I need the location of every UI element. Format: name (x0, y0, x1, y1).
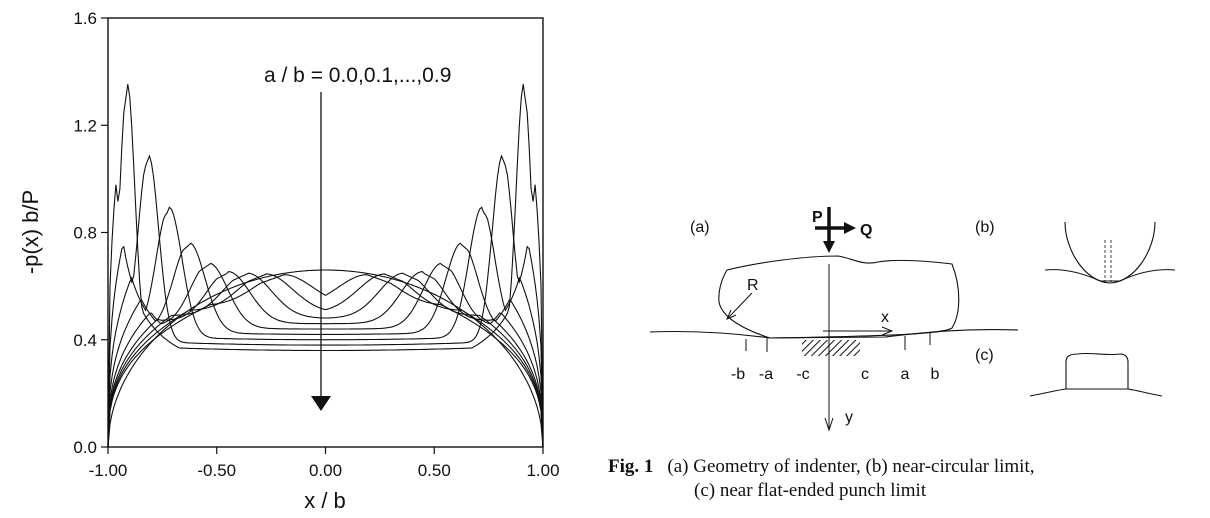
y-tick-label: 1.2 (73, 116, 97, 135)
pressure-curve-a-0-6 (107, 242, 544, 448)
y-axis-label: -p(x) b/P (18, 190, 43, 274)
pressure-curve-a-0-5 (107, 262, 544, 448)
y-tick-label: 0.0 (73, 438, 97, 457)
position-ticks (745, 333, 931, 352)
marker-minus-c: -c (796, 366, 809, 383)
axis-ticks: -1.00 -0.50 0.00 0.50 1.00 0.0 0.4 0.8 1.2 1.6 (73, 9, 559, 480)
x-tick-label: 1.00 (526, 461, 559, 480)
pressure-curve-a-0-8 (107, 154, 544, 448)
radius-arrow (727, 292, 753, 319)
pressure-curve-a-0-1 (107, 274, 544, 448)
x-tick-label: 0.00 (309, 461, 342, 480)
caption-line-1: Fig. 1 (a) Geometry of indenter, (b) near… (608, 455, 1208, 479)
surface-line (649, 328, 1019, 339)
load-p-label: P (812, 209, 823, 226)
pressure-curve-a-0-4 (107, 271, 544, 448)
pressure-curve-a-0 (107, 269, 544, 448)
position-labels: -b -a -c c a b (731, 366, 940, 383)
near-circular-limit-diagram: (b) (975, 219, 1176, 284)
marker-b: b (931, 366, 940, 383)
contact-strip (802, 340, 860, 356)
figure-number: Fig. 1 (608, 456, 654, 477)
caption-line-2: (c) near flat-ended punch limit (694, 480, 927, 501)
y-axis-symbol: y (845, 409, 853, 426)
indenter-geometry-diagram: (a) x y R P Q (649, 207, 1019, 432)
figure-caption: Fig. 1 (a) Geometry of indenter, (b) near… (608, 455, 1208, 503)
pressure-curve-a-0-2 (107, 273, 544, 448)
x-axis-label: x / b (304, 488, 346, 513)
pressure-chart: -1.00 -0.50 0.00 0.50 1.00 0.0 0.4 0.8 1.2 1.6 a … (18, 9, 560, 513)
chart-annotation: a / b = 0.0,0.1,...,0.9 (264, 64, 451, 87)
y-tick-label: 1.6 (73, 9, 97, 28)
x-tick-label: 0.50 (418, 461, 451, 480)
marker-minus-b: -b (731, 366, 745, 383)
surface-c (1029, 388, 1163, 397)
x-tick-label: -1.00 (89, 461, 128, 480)
panel-b-label: (b) (975, 219, 995, 236)
pressure-curve-a-0-7 (107, 206, 544, 448)
circular-indenter (1064, 221, 1156, 284)
load-q-label: Q (860, 222, 872, 239)
flat-punch (1065, 352, 1129, 389)
marker-c: c (861, 366, 869, 383)
pressure-curve-a-0-9 (107, 84, 544, 448)
x-axis-symbol: x (881, 309, 889, 326)
panel-a-label: (a) (690, 219, 710, 236)
marker-a: a (901, 366, 910, 383)
y-tick-label: 0.4 (73, 331, 97, 350)
indenter-outline (718, 255, 960, 339)
panel-c-label: (c) (975, 347, 994, 364)
surface-b (1044, 269, 1176, 282)
radius-label: R (747, 277, 759, 294)
pressure-curves (107, 84, 544, 448)
flat-punch-limit-diagram: (c) (975, 347, 1163, 397)
pressure-curve-a-0-3 (107, 272, 544, 448)
direction-arrow (311, 92, 331, 411)
y-tick-label: 0.8 (73, 224, 97, 243)
x-tick-label: -0.50 (197, 461, 236, 480)
caption-text-1: (a) Geometry of indenter, (b) near-circu… (667, 456, 1035, 477)
marker-minus-a: -a (759, 366, 773, 383)
